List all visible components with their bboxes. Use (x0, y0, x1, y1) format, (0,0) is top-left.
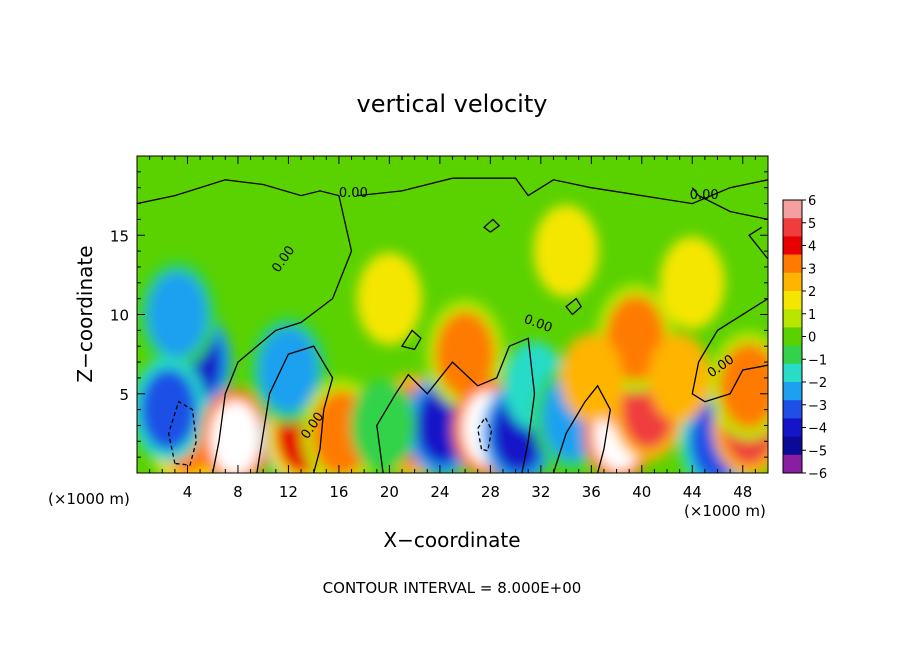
colorbar-tick-label: 1 (808, 308, 816, 323)
contour-line (552, 384, 611, 473)
x-tick-label: 48 (733, 483, 752, 501)
chart-title: vertical velocity (357, 90, 548, 118)
colorbar-swatch (783, 200, 802, 219)
heatmap-cell (719, 343, 768, 429)
contour-line (376, 337, 536, 473)
colorbar-swatch (783, 363, 802, 383)
heatmap-cell (210, 400, 261, 473)
x-tick-label: 28 (481, 483, 500, 501)
colorbar-ticks: 6 5 4 3 2 1 0 −1 −2 −3 −4 −5 −6 (802, 194, 827, 482)
colorbar-swatch (783, 400, 802, 419)
contour-line (167, 400, 197, 466)
contour-line (477, 416, 493, 452)
y-axis-label: Z−coordinate (73, 245, 97, 382)
heatmap-cell (605, 295, 665, 381)
colorbar-swatch (783, 382, 802, 401)
colorbar-swatch (783, 272, 802, 292)
x-tick-label: 4 (183, 483, 193, 501)
colorbar-tick-label: 3 (808, 262, 816, 277)
x-tick-label: 12 (279, 483, 298, 501)
colorbar-tick-label: 4 (808, 240, 816, 255)
heatmap-cell (533, 204, 599, 298)
colorbar-swatch (783, 309, 802, 328)
heatmap-cell (350, 379, 416, 472)
x-tick-label: 16 (329, 483, 348, 501)
colorbar-swatch (783, 291, 802, 310)
contour-line (691, 298, 768, 403)
contour-line (137, 179, 353, 473)
colorbar-swatch (783, 454, 802, 474)
x-tick-label: 44 (683, 483, 702, 501)
heatmap-cell (356, 252, 422, 345)
heatmap-cells (137, 204, 768, 473)
heatmap-cell (147, 271, 207, 358)
colorbar-tick-label: 2 (808, 285, 816, 300)
x-tick-label: 36 (582, 483, 601, 501)
contour-lines (137, 177, 768, 473)
contour-line (256, 345, 334, 473)
heatmap-cell (560, 333, 623, 423)
contour-label: 0.00 (690, 188, 719, 203)
colorbar-tick-label: −1 (808, 353, 827, 368)
y-tick-label: 5 (119, 386, 129, 404)
heatmap-cell (648, 333, 711, 423)
colorbar-tick-label: 0 (808, 331, 816, 346)
colorbar-swatch (783, 436, 802, 456)
colorbar-tick-label: −4 (808, 422, 827, 437)
contour-label: 0.00 (339, 186, 368, 201)
y-axis-ticks: 5 10 15 (110, 155, 768, 474)
contour-line (483, 218, 501, 233)
y-tick-label: 15 (110, 227, 129, 245)
x-axis-unit-left: (×1000 m) (48, 490, 130, 508)
heatmap-cell (258, 327, 318, 413)
colorbar-tick-label: −3 (808, 399, 827, 414)
colorbar-swatch (783, 418, 802, 438)
x-tick-label: 32 (531, 483, 550, 501)
colorbar-tick-label: 5 (808, 217, 816, 232)
colorbar-swatch (783, 218, 802, 237)
contour-interval-note: CONTOUR INTERVAL = 8.000E+00 (323, 579, 582, 597)
colorbar (782, 199, 803, 474)
x-axis-ticks: 4 8 12 16 20 24 28 32 36 40 44 48 (136, 156, 769, 501)
heatmap-cell (140, 368, 197, 451)
x-tick-label: 24 (430, 483, 449, 501)
contour-line (400, 329, 422, 351)
contour-line (691, 187, 768, 221)
x-tick-label: 8 (233, 483, 243, 501)
x-axis-unit-right: (×1000 m) (684, 502, 766, 520)
x-tick-label: 20 (380, 483, 399, 501)
heatmap-cell (659, 236, 725, 329)
x-axis-label: X−coordinate (383, 528, 520, 552)
y-tick-label: 10 (110, 307, 129, 325)
colorbar-tick-label: 6 (808, 194, 816, 209)
colorbar-swatch (783, 236, 802, 256)
contour-line (565, 297, 583, 315)
colorbar-swatch (783, 254, 802, 274)
colorbar-tick-label: −2 (808, 376, 827, 391)
contour-line (748, 226, 768, 260)
heatmap-field (137, 156, 768, 473)
colorbar-swatch (783, 345, 802, 365)
colorbar-swatch (783, 327, 802, 347)
x-tick-label: 40 (632, 483, 651, 501)
colorbar-tick-label: −5 (808, 444, 827, 459)
heatmap-cell (435, 311, 495, 397)
colorbar-tick-label: −6 (808, 467, 827, 482)
